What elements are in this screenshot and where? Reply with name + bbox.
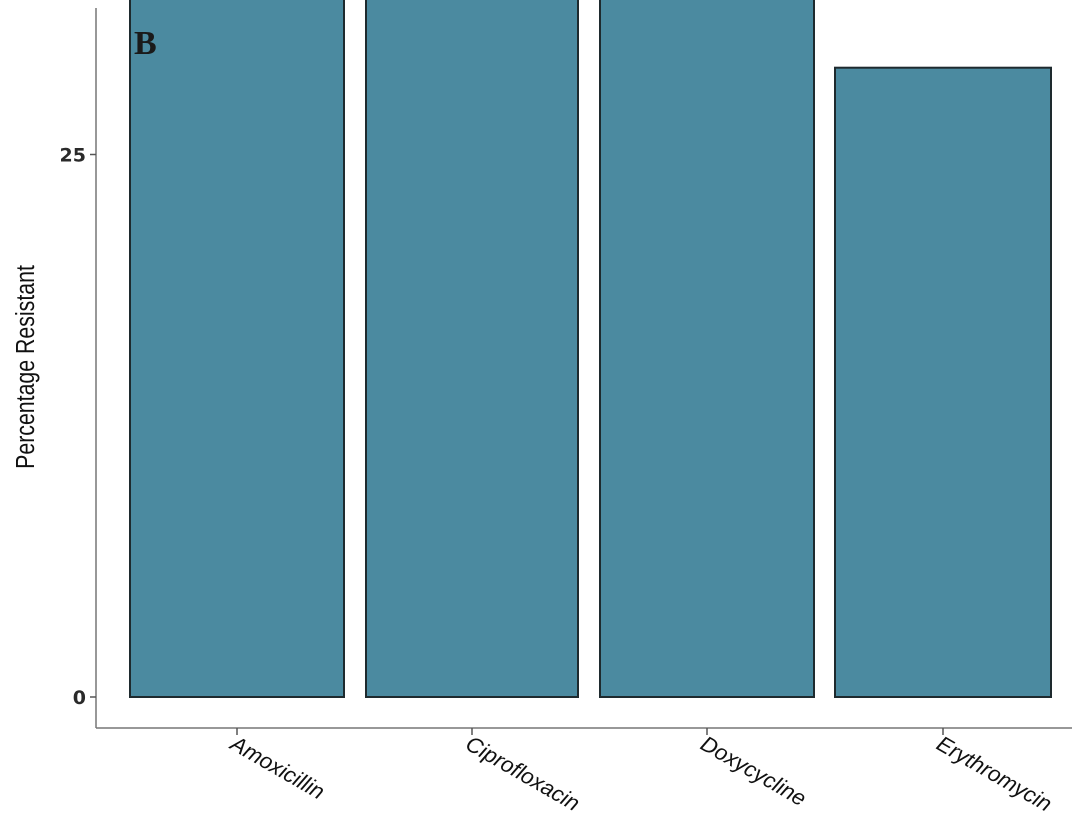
y-tick-label: 25 [60,145,86,167]
bar-amoxicillin [129,0,345,699]
y-axis-ticks: 0255075 [60,145,96,709]
x-axis-ticks [236,728,944,735]
bar-ciprofloxacin [365,0,579,698]
panel-letter: B [134,25,157,62]
plot-area [95,8,1072,729]
y-axis-title: Percentage Resistant [11,265,41,469]
y-tick-label: 0 [73,687,86,709]
bars [129,0,1052,699]
bar-erythromycin [834,66,1052,698]
bar-doxycycline [599,0,815,698]
